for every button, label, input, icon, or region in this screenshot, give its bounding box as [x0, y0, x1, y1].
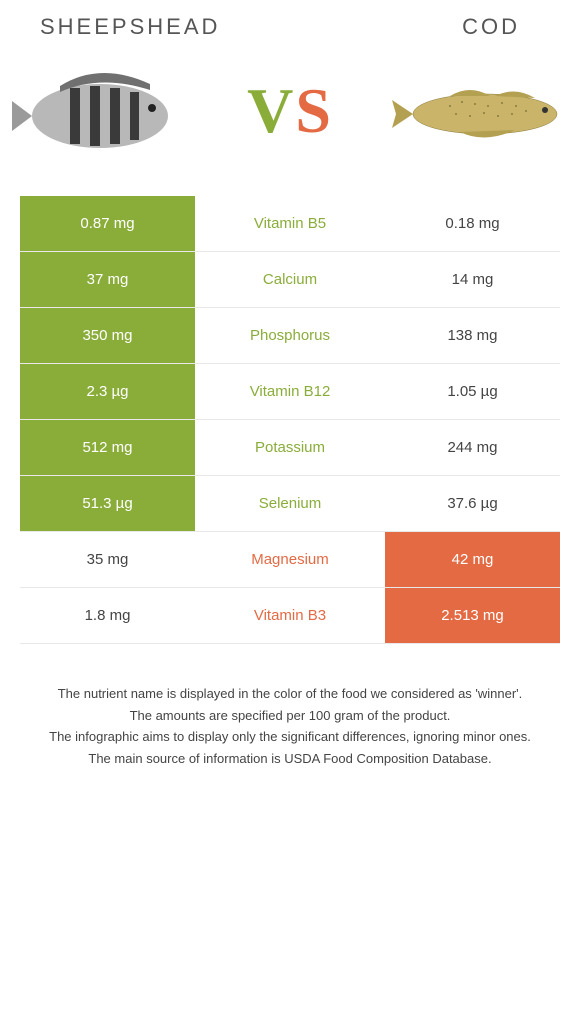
left-value-cell: 2.3 µg	[20, 364, 195, 419]
nutrient-name-cell: Magnesium	[195, 532, 385, 587]
vs-s: S	[295, 75, 333, 146]
nutrient-row: 0.87 mgVitamin B50.18 mg	[20, 196, 560, 252]
nutrient-row: 37 mgCalcium14 mg	[20, 252, 560, 308]
nutrient-name-cell: Phosphorus	[195, 308, 385, 363]
left-value-cell: 51.3 µg	[20, 476, 195, 531]
right-value-cell: 1.05 µg	[385, 364, 560, 419]
footer-line-3: The infographic aims to display only the…	[24, 727, 556, 747]
left-food-title: Sheepshead	[40, 14, 220, 40]
nutrient-name-cell: Vitamin B5	[195, 196, 385, 251]
cod-image	[390, 56, 570, 166]
nutrient-row: 35 mgMagnesium42 mg	[20, 532, 560, 588]
right-value-cell: 42 mg	[385, 532, 560, 587]
nutrient-name-cell: Potassium	[195, 420, 385, 475]
right-value-cell: 244 mg	[385, 420, 560, 475]
nutrient-table: 0.87 mgVitamin B50.18 mg37 mgCalcium14 m…	[20, 196, 560, 644]
vs-row: VS	[0, 46, 580, 196]
right-value-cell: 0.18 mg	[385, 196, 560, 251]
vs-v: V	[247, 75, 295, 146]
footer-notes: The nutrient name is displayed in the co…	[0, 644, 580, 768]
nutrient-row: 51.3 µgSelenium37.6 µg	[20, 476, 560, 532]
left-value-cell: 37 mg	[20, 252, 195, 307]
nutrient-row: 2.3 µgVitamin B121.05 µg	[20, 364, 560, 420]
footer-line-2: The amounts are specified per 100 gram o…	[24, 706, 556, 726]
nutrient-name-cell: Vitamin B3	[195, 588, 385, 643]
left-value-cell: 1.8 mg	[20, 588, 195, 643]
header-row: Sheepshead Cod	[0, 0, 580, 46]
nutrient-name-cell: Selenium	[195, 476, 385, 531]
right-food-title: Cod	[462, 14, 520, 40]
left-value-cell: 0.87 mg	[20, 196, 195, 251]
nutrient-row: 1.8 mgVitamin B32.513 mg	[20, 588, 560, 644]
right-value-cell: 14 mg	[385, 252, 560, 307]
left-value-cell: 350 mg	[20, 308, 195, 363]
nutrient-name-cell: Calcium	[195, 252, 385, 307]
nutrient-row: 512 mgPotassium244 mg	[20, 420, 560, 476]
nutrient-row: 350 mgPhosphorus138 mg	[20, 308, 560, 364]
right-value-cell: 37.6 µg	[385, 476, 560, 531]
footer-line-4: The main source of information is USDA F…	[24, 749, 556, 769]
left-value-cell: 35 mg	[20, 532, 195, 587]
right-value-cell: 138 mg	[385, 308, 560, 363]
right-value-cell: 2.513 mg	[385, 588, 560, 643]
footer-line-1: The nutrient name is displayed in the co…	[24, 684, 556, 704]
sheepshead-image	[10, 56, 190, 166]
nutrient-name-cell: Vitamin B12	[195, 364, 385, 419]
left-value-cell: 512 mg	[20, 420, 195, 475]
vs-label: VS	[247, 74, 333, 148]
